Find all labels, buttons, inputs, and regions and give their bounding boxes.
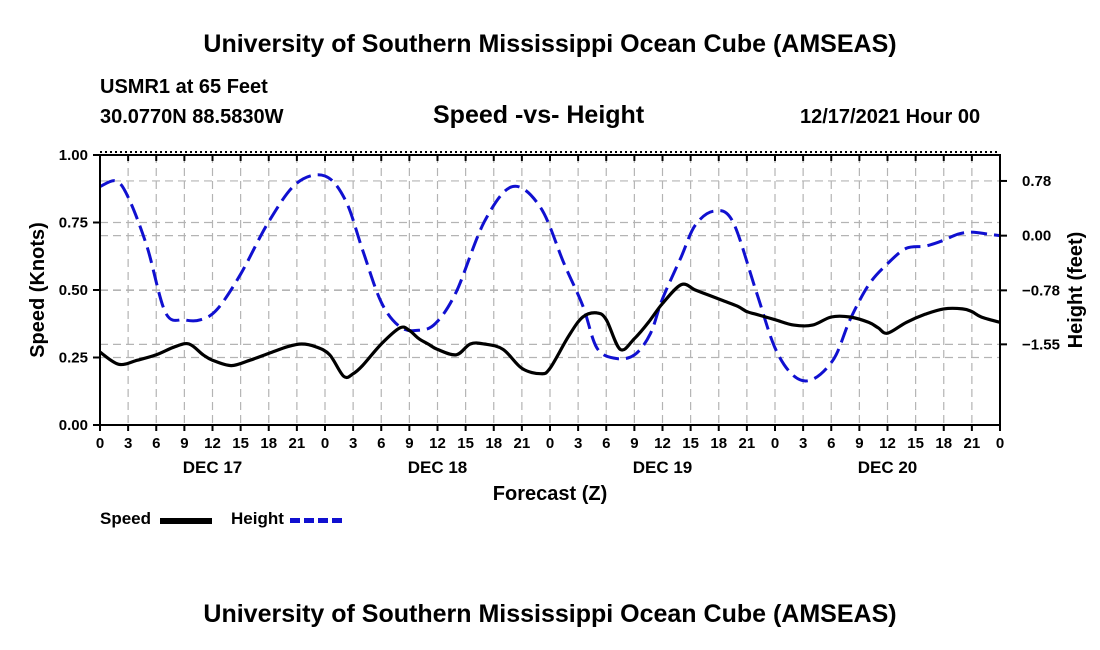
height-series-line bbox=[99, 173, 1001, 383]
y-tick-label: 0.00 bbox=[59, 417, 88, 434]
chart-title-bottom: University of Southern Mississippi Ocean… bbox=[203, 600, 897, 628]
y2-tick-label: 0.78 bbox=[1022, 173, 1051, 190]
x-tick-label: 21 bbox=[739, 435, 756, 452]
x-tick-label: 0 bbox=[96, 435, 104, 452]
y-tick-label: 1.00 bbox=[59, 147, 88, 164]
legend-speed-swatch bbox=[160, 518, 212, 524]
day-label: DEC 17 bbox=[183, 458, 243, 477]
x-tick-label: 0 bbox=[321, 435, 329, 452]
legend-height-swatch bbox=[290, 518, 342, 523]
day-label: DEC 19 bbox=[633, 458, 693, 477]
x-tick-label: 0 bbox=[996, 435, 1004, 452]
x-tick-label: 21 bbox=[964, 435, 981, 452]
legend-speed-label: Speed bbox=[100, 509, 152, 528]
x-tick-label: 0 bbox=[546, 435, 554, 452]
y2-axis-title: Height (feet) bbox=[1065, 232, 1087, 349]
x-tick-label: 3 bbox=[574, 435, 582, 452]
x-tick-label: 3 bbox=[349, 435, 357, 452]
x-axis-title: Forecast (Z) bbox=[493, 483, 607, 505]
x-tick-label: 0 bbox=[771, 435, 779, 452]
x-tick-label: 9 bbox=[630, 435, 638, 452]
y2-tick-label: −1.55 bbox=[1022, 336, 1060, 353]
x-tick-label: 9 bbox=[855, 435, 863, 452]
x-tick-label: 15 bbox=[907, 435, 924, 452]
x-tick-label: 6 bbox=[377, 435, 385, 452]
x-tick-label: 6 bbox=[152, 435, 160, 452]
x-tick-label: 21 bbox=[289, 435, 306, 452]
x-tick-label: 6 bbox=[602, 435, 610, 452]
x-tick-label: 15 bbox=[682, 435, 699, 452]
axis-ticks bbox=[93, 154, 1007, 431]
x-tick-label: 12 bbox=[879, 435, 896, 452]
day-label: DEC 20 bbox=[858, 458, 918, 477]
y-tick-label: 0.75 bbox=[59, 215, 88, 232]
x-tick-label: 12 bbox=[429, 435, 446, 452]
axis-labels: 0 3 6 9 12 15 18 21 0 3 6 9 12 15 18 21 0 3 6 9 12 15 18 21 0 3 6 9… bbox=[59, 147, 1060, 477]
y-tick-label: 0.50 bbox=[59, 282, 88, 299]
speed-series-line bbox=[99, 282, 1001, 380]
x-tick-label: 18 bbox=[485, 435, 502, 452]
series-layer bbox=[99, 173, 1001, 383]
legend-height-label: Height bbox=[231, 509, 284, 528]
x-tick-label: 21 bbox=[514, 435, 531, 452]
chart-subtitle: Speed -vs- Height bbox=[433, 101, 645, 129]
x-tick-label: 9 bbox=[180, 435, 188, 452]
x-tick-label: 12 bbox=[204, 435, 221, 452]
grid-lines bbox=[100, 155, 1000, 425]
x-tick-label: 6 bbox=[827, 435, 835, 452]
x-tick-label: 15 bbox=[232, 435, 249, 452]
x-tick-label: 9 bbox=[405, 435, 413, 452]
y-tick-label: 0.25 bbox=[59, 350, 88, 367]
day-label: DEC 18 bbox=[408, 458, 468, 477]
x-tick-label: 15 bbox=[457, 435, 474, 452]
forecast-date-label: 12/17/2021 Hour 00 bbox=[800, 106, 981, 128]
x-tick-label: 12 bbox=[654, 435, 671, 452]
x-tick-label: 18 bbox=[935, 435, 952, 452]
x-tick-label: 3 bbox=[124, 435, 132, 452]
chart-title-top: University of Southern Mississippi Ocean… bbox=[203, 30, 897, 58]
y2-tick-label: −0.78 bbox=[1022, 282, 1060, 299]
x-tick-label: 18 bbox=[710, 435, 727, 452]
x-tick-label: 3 bbox=[799, 435, 807, 452]
station-label: USMR1 at 65 Feet bbox=[100, 76, 268, 98]
y-axis-title: Speed (Knots) bbox=[27, 222, 49, 358]
coordinates-label: 30.0770N 88.5830W bbox=[100, 106, 284, 128]
x-tick-label: 18 bbox=[260, 435, 277, 452]
y2-tick-label: 0.00 bbox=[1022, 228, 1051, 245]
